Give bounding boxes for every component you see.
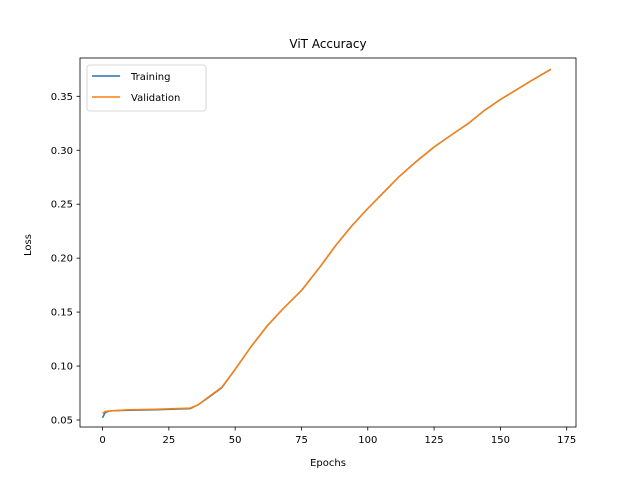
y-axis-label: Loss [23,234,34,256]
plot-area: 0 25 50 75 100 125 150 175 0.05 0.10 0.15 0.20 0.25 0… [51,57,577,446]
y-tick-label: 0.25 [51,200,73,211]
y-tick-label: 0.05 [51,415,73,426]
x-axis-label: Epochs [310,458,346,469]
y-tick-label: 0.35 [51,92,73,103]
y-tick-label: 0.15 [51,308,73,319]
x-tick-label: 75 [295,435,308,446]
series-line-validation [102,68,552,415]
x-tick-label: 175 [557,435,576,446]
legend-label-training: Training [130,72,170,83]
chart-title: ViT Accuracy [289,37,366,51]
x-tick-label: 100 [358,435,377,446]
y-tick-label: 0.10 [51,362,73,373]
y-tick-label: 0.20 [51,254,73,265]
y-tick-label: 0.30 [51,146,73,157]
x-tick-label: 125 [425,435,444,446]
legend-label-validation: Validation [131,93,180,104]
plot-frame [79,57,577,428]
legend: Training Validation [86,64,207,112]
x-tick-label: 0 [99,435,105,446]
x-tick-label: 150 [491,435,510,446]
x-tick-label: 25 [162,435,175,446]
x-tick-label: 50 [229,435,242,446]
